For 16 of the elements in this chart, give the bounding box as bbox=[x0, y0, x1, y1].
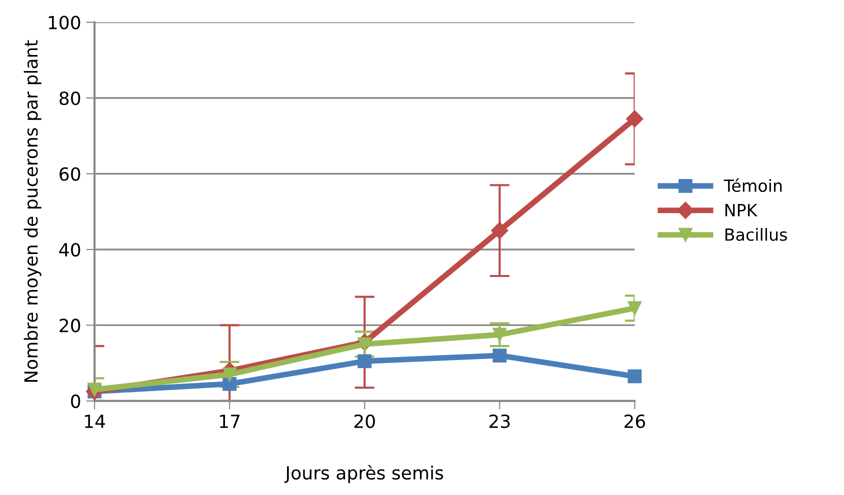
legend-label: NPK bbox=[725, 204, 758, 216]
y-tick-label: 60 bbox=[60, 167, 80, 181]
x-tick-label: 14 bbox=[85, 414, 106, 428]
y-tick-label: 20 bbox=[60, 318, 80, 332]
y-tick-label: 100 bbox=[48, 16, 80, 30]
y-tick-label: 0 bbox=[71, 394, 80, 408]
y-tick-label: 80 bbox=[60, 91, 80, 106]
legend-label: Témoin bbox=[724, 178, 782, 192]
x-tick-label: 17 bbox=[220, 414, 240, 428]
y-axis-title: Nombre moyen de pucerons par plant bbox=[24, 40, 42, 382]
x-tick-label: 20 bbox=[354, 414, 375, 428]
x-tick-label: 26 bbox=[624, 414, 646, 428]
legend-label: Bacillus bbox=[725, 228, 787, 241]
x-axis-title: Jours après semis bbox=[284, 464, 444, 484]
x-tick-label: 23 bbox=[489, 414, 510, 428]
y-tick-label: 40 bbox=[59, 242, 80, 257]
